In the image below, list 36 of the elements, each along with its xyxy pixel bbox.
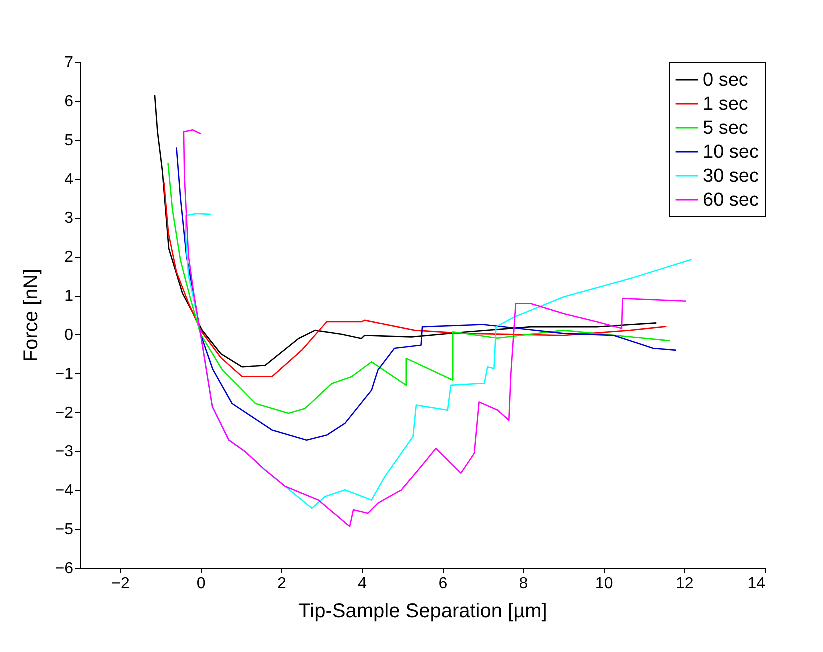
line-series <box>168 162 671 414</box>
x-tick-label: 0 <box>196 576 206 592</box>
legend-label: 0 sec <box>703 70 748 91</box>
y-tick-label: −4 <box>55 482 74 500</box>
x-tick-label: 2 <box>278 576 287 592</box>
y-tick-label: 5 <box>64 132 74 150</box>
y-tick-label: −2 <box>55 404 74 422</box>
x-tick-label: −2 <box>112 576 130 592</box>
x-axis-title: Tip-Sample Separation [µm] <box>298 600 548 622</box>
y-tick-label: −1 <box>55 366 74 383</box>
y-tick-label: −6 <box>55 560 74 578</box>
x-tick-label: 4 <box>358 576 368 592</box>
x-tick-label: 6 <box>438 576 448 592</box>
legend-label: 1 sec <box>703 94 748 115</box>
x-tick-label: 10 <box>595 576 614 592</box>
x-tick-label: 14 <box>748 576 766 592</box>
y-tick-label: 0 <box>64 326 74 344</box>
y-tick-label: 6 <box>64 93 74 110</box>
line-series <box>154 94 658 368</box>
y-tick-label: 4 <box>64 171 74 188</box>
x-tick-label: 12 <box>676 576 694 592</box>
x-tick-label: 8 <box>519 576 528 592</box>
legend-label: 60 sec <box>703 190 759 211</box>
legend-label: 10 sec <box>703 142 759 163</box>
line-series <box>164 182 668 378</box>
y-tick-label: 3 <box>64 210 74 228</box>
y-tick-label: 7 <box>64 54 74 72</box>
y-tick-label: −3 <box>55 444 74 461</box>
y-tick-label: −5 <box>55 522 74 539</box>
line-series <box>183 129 688 528</box>
y-axis-title: Force [nN] <box>20 268 42 362</box>
y-tick-label: 1 <box>64 288 74 306</box>
legend-label: 30 sec <box>703 166 759 187</box>
legend-label: 5 sec <box>703 118 748 139</box>
line-series <box>176 146 678 441</box>
y-tick-label: 2 <box>64 249 74 266</box>
